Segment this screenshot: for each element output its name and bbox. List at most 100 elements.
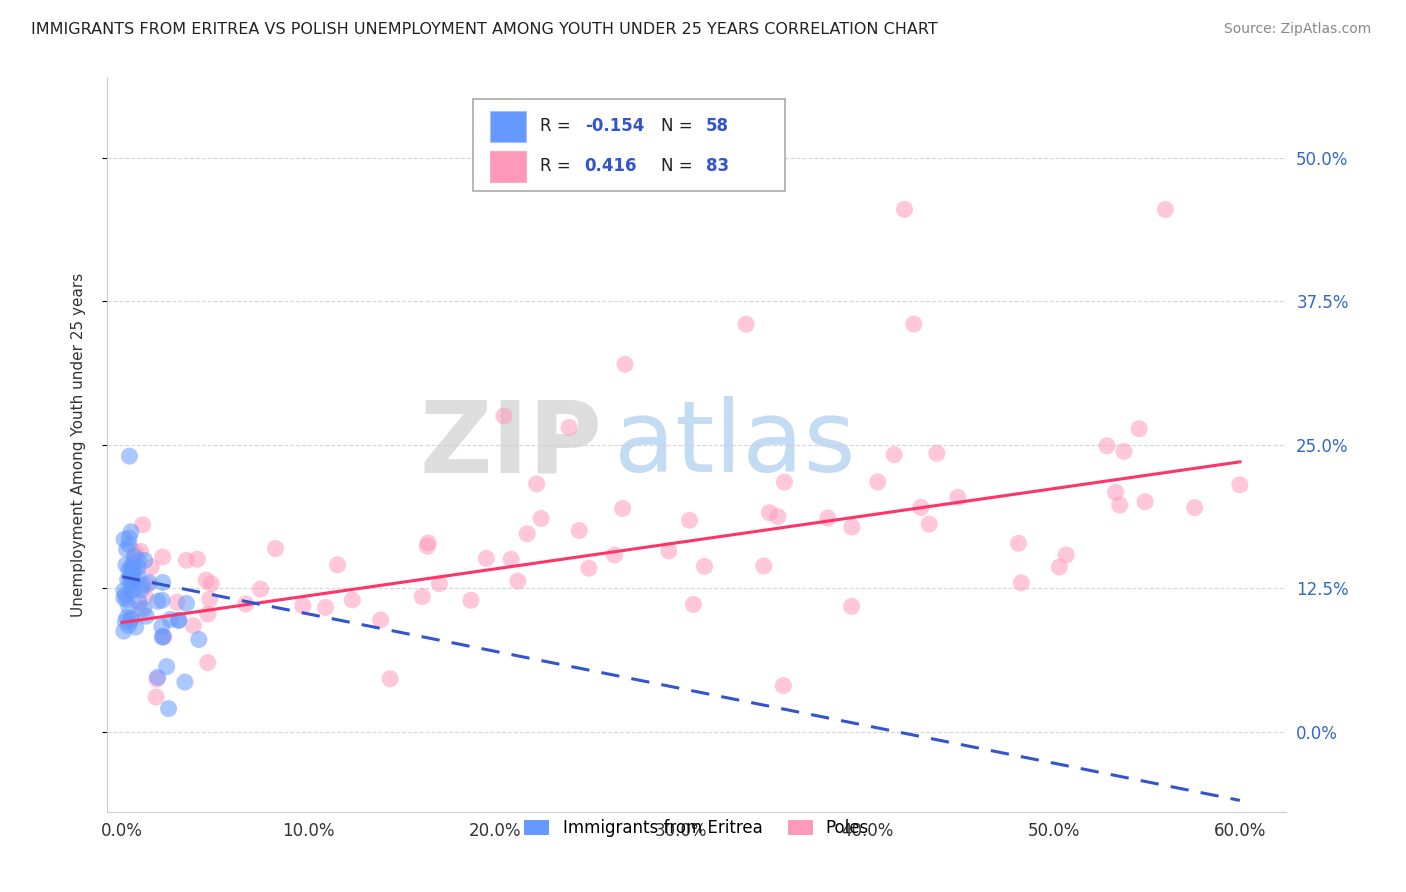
Point [124, 549, 146, 563]
Point [152, 575, 174, 590]
Point [1128, 422, 1150, 436]
Y-axis label: Unemployment Among Youth under 25 years: Unemployment Among Youth under 25 years [72, 273, 86, 616]
Point [115, 592, 138, 607]
Point [198, 592, 221, 607]
Point [134, 553, 156, 567]
Point [1229, 478, 1251, 492]
Point [121, 583, 143, 598]
Point [153, 630, 176, 644]
Point [568, 524, 591, 538]
Point [1010, 575, 1032, 590]
Point [460, 593, 482, 607]
Point [176, 553, 198, 567]
Point [136, 577, 159, 591]
Point [903, 317, 925, 331]
Point [120, 572, 142, 586]
Point [167, 613, 190, 627]
Point [118, 563, 141, 577]
Point [235, 597, 257, 611]
Point [883, 448, 905, 462]
Point [195, 573, 218, 587]
Point [501, 552, 523, 566]
Point [134, 590, 156, 604]
Point [612, 501, 634, 516]
Text: ZIP: ZIP [419, 396, 602, 493]
Point [772, 679, 794, 693]
Point [1054, 548, 1077, 562]
Point [156, 659, 179, 673]
Text: -0.154: -0.154 [585, 118, 644, 136]
Point [841, 599, 863, 614]
Point [578, 561, 600, 575]
Point [187, 632, 209, 647]
Point [114, 588, 136, 602]
Point [866, 475, 889, 489]
Point [1154, 202, 1177, 217]
Point [122, 577, 145, 591]
Point [766, 509, 789, 524]
Point [159, 612, 181, 626]
FancyBboxPatch shape [472, 100, 785, 191]
Point [516, 526, 538, 541]
Point [506, 574, 529, 588]
Point [183, 618, 205, 632]
Point [129, 582, 152, 597]
Point [1104, 485, 1126, 500]
Point [152, 550, 174, 565]
Point [200, 576, 222, 591]
Point [127, 553, 149, 567]
Point [475, 551, 498, 566]
Point [176, 596, 198, 610]
Point [129, 602, 152, 616]
Point [735, 317, 758, 331]
Point [946, 491, 969, 505]
Point [112, 533, 135, 547]
Text: N =: N = [661, 158, 699, 176]
Point [315, 600, 337, 615]
Point [1133, 494, 1156, 508]
Point [114, 615, 136, 629]
Point [418, 536, 440, 550]
Point [120, 574, 142, 589]
Point [112, 591, 135, 605]
Point [122, 563, 145, 577]
Point [121, 559, 143, 574]
Point [682, 598, 704, 612]
Point [925, 446, 948, 460]
Text: R =: R = [540, 158, 576, 176]
Point [128, 595, 150, 609]
Text: Source: ZipAtlas.com: Source: ZipAtlas.com [1223, 22, 1371, 37]
Point [197, 656, 219, 670]
FancyBboxPatch shape [491, 151, 526, 182]
Point [1184, 500, 1206, 515]
Point [127, 560, 149, 574]
Point [120, 524, 142, 539]
Point [342, 593, 364, 607]
Point [603, 548, 626, 562]
Point [893, 202, 915, 217]
Point [370, 613, 392, 627]
Text: 58: 58 [706, 118, 730, 136]
Point [121, 562, 143, 576]
Point [1007, 536, 1029, 550]
Point [167, 613, 190, 627]
Point [174, 675, 197, 690]
Text: atlas: atlas [614, 396, 856, 493]
Text: R =: R = [540, 118, 576, 136]
Point [752, 559, 775, 574]
Point [112, 583, 135, 598]
Point [693, 559, 716, 574]
Point [1108, 498, 1130, 512]
Point [152, 629, 174, 643]
Point [492, 409, 515, 423]
Point [166, 595, 188, 609]
FancyBboxPatch shape [491, 111, 526, 142]
Point [530, 511, 553, 525]
Point [910, 500, 932, 515]
Point [127, 569, 149, 583]
Point [118, 531, 141, 545]
Point [1112, 444, 1135, 458]
Point [124, 620, 146, 634]
Point [614, 357, 637, 371]
Point [138, 575, 160, 590]
